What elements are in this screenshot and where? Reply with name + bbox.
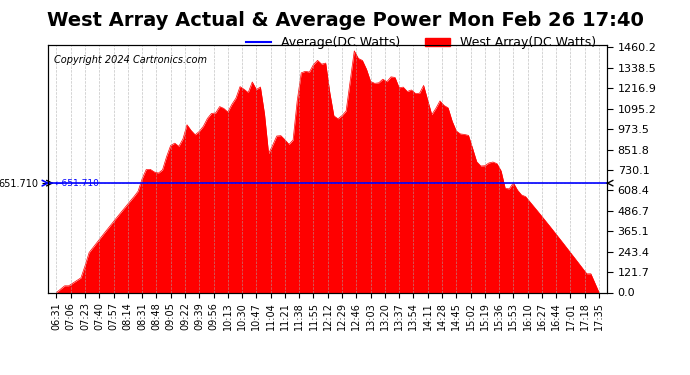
- Text: West Array Actual & Average Power Mon Feb 26 17:40: West Array Actual & Average Power Mon Fe…: [46, 11, 644, 30]
- Legend: Average(DC Watts), West Array(DC Watts): Average(DC Watts), West Array(DC Watts): [241, 32, 601, 54]
- Text: ←651.710: ←651.710: [55, 178, 99, 188]
- Text: Copyright 2024 Cartronics.com: Copyright 2024 Cartronics.com: [54, 55, 207, 65]
